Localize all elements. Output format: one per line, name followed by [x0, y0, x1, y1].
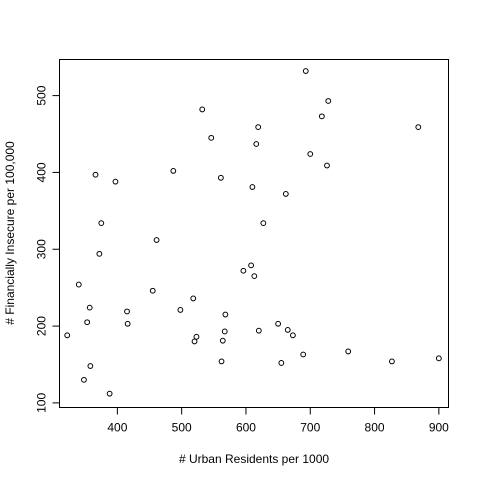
data-point [325, 98, 332, 104]
data-point [124, 308, 130, 315]
data-point [415, 124, 422, 131]
data-point [240, 267, 247, 274]
data-point [249, 184, 256, 190]
data-point [219, 337, 226, 344]
x-tick-label: 500 [172, 421, 192, 435]
x-tick-label: 600 [236, 421, 256, 435]
data-point [253, 141, 260, 147]
data-point [208, 134, 215, 141]
data-point [153, 237, 160, 243]
y-axis: 100 200 300 400 500 [35, 85, 60, 413]
data-point [92, 171, 99, 178]
data-point [307, 151, 314, 157]
data-point [221, 328, 228, 335]
data-point [64, 332, 71, 339]
data-point [318, 113, 325, 120]
data-point [84, 319, 91, 326]
data-point [248, 262, 255, 269]
data-point [149, 287, 156, 294]
data-point [124, 320, 131, 327]
data-point [81, 376, 87, 383]
data-point [260, 220, 267, 227]
data-point [191, 338, 198, 345]
data-point [324, 162, 330, 169]
data-point [112, 178, 119, 185]
y-tick-label: 500 [35, 85, 49, 105]
data-point [389, 358, 395, 365]
data-point [75, 281, 82, 288]
data-point [106, 390, 113, 397]
x-axis-title: # Urban Residents per 1000 [179, 452, 329, 466]
data-point [284, 327, 291, 333]
y-axis-title: # Financially Insecure per 100,000 [3, 141, 17, 325]
x-tick-label: 800 [365, 421, 385, 435]
y-tick-label: 300 [35, 239, 49, 259]
data-point [290, 332, 296, 339]
data-point [278, 360, 285, 366]
data-point [345, 348, 352, 355]
x-axis: 400 500 600 700 800 900 [107, 407, 449, 435]
data-point [255, 327, 262, 334]
data-point [170, 167, 177, 174]
plot-area [59, 59, 449, 408]
data-point [222, 311, 229, 318]
x-tick-label: 900 [429, 421, 449, 435]
data-point [300, 351, 307, 358]
data-point [251, 273, 258, 280]
data-point [255, 124, 262, 131]
data-point [193, 333, 200, 340]
data-point [177, 307, 184, 313]
data-point [217, 174, 224, 181]
data-points [64, 68, 442, 397]
data-point [199, 106, 206, 113]
data-point [86, 304, 93, 311]
data-point [218, 358, 225, 365]
data-point [435, 355, 442, 362]
y-tick-label: 200 [35, 316, 49, 336]
data-point [98, 220, 105, 227]
data-point [87, 363, 94, 369]
x-tick-label: 700 [300, 421, 320, 435]
data-point [282, 191, 289, 197]
y-tick-label: 100 [35, 393, 49, 413]
data-point [190, 295, 197, 302]
y-tick-label: 400 [35, 162, 49, 182]
data-point [302, 68, 309, 74]
data-point [96, 250, 103, 257]
x-tick-label: 400 [107, 421, 127, 435]
data-point [275, 320, 282, 327]
